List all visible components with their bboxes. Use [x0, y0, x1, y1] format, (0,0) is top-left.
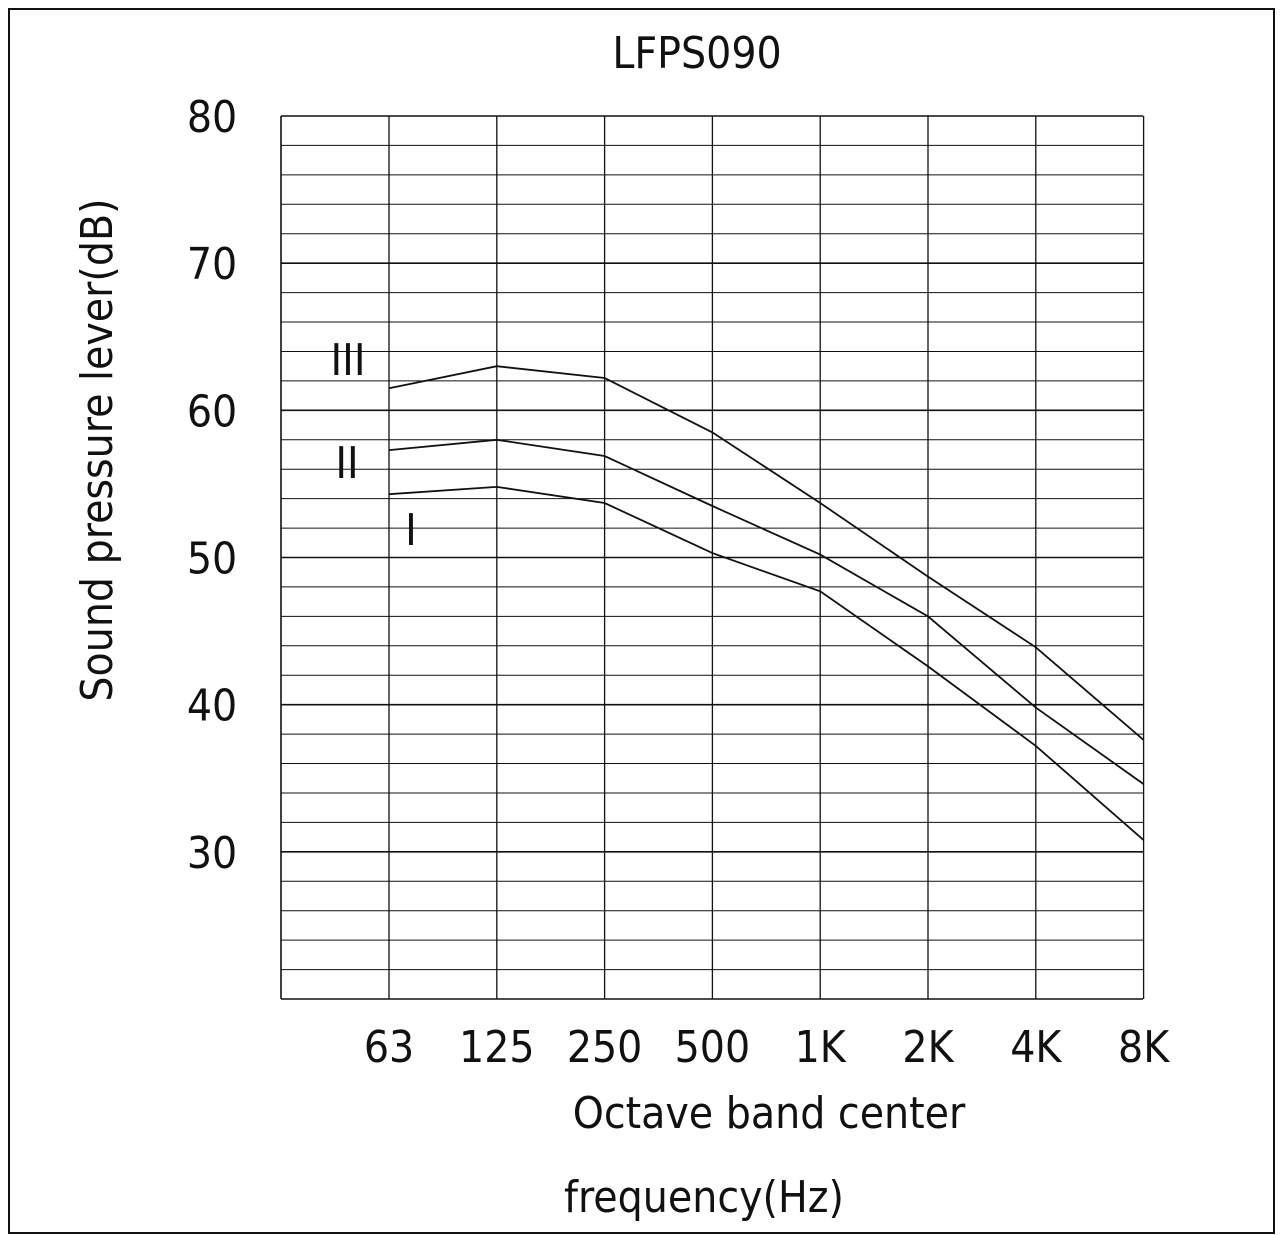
series-label-i: I — [405, 505, 417, 556]
x-tick-label: 125 — [459, 1022, 535, 1073]
y-tick-label: 80 — [187, 92, 237, 143]
y-tick-label: 30 — [187, 828, 237, 879]
x-axis-label-line2: frequency(Hz) — [564, 1172, 844, 1223]
x-tick-label: 63 — [364, 1022, 414, 1073]
y-tick-label: 70 — [187, 239, 237, 290]
y-tick-label: 40 — [187, 681, 237, 732]
y-axis-label: Sound pressure lever(dB) — [72, 198, 123, 701]
x-tick-label: 4K — [1010, 1022, 1062, 1073]
figure-border — [8, 8, 1275, 1234]
axis-ticks: 80 70 60 50 40 30 63 125 250 500 1K 2K 4K 8K — [187, 92, 1170, 1073]
series-line-i — [388, 485, 1145, 841]
series-line-ii — [388, 438, 1145, 785]
x-axis-label-line1: Octave band center — [573, 1088, 966, 1139]
plot-grid — [280, 115, 1145, 1000]
x-tick-label: 1K — [795, 1022, 847, 1073]
series-line-iii — [388, 365, 1145, 741]
chart-title: LFPS090 — [612, 28, 781, 79]
x-tick-label: 8K — [1118, 1022, 1170, 1073]
y-tick-label: 60 — [187, 386, 237, 437]
x-tick-label: 250 — [567, 1022, 643, 1073]
x-tick-label: 500 — [675, 1022, 751, 1073]
y-tick-label: 50 — [187, 534, 237, 585]
series-lines — [388, 365, 1145, 841]
x-tick-label: 2K — [902, 1022, 954, 1073]
series-label-iii: III — [331, 335, 366, 386]
series-label-ii: II — [335, 438, 358, 489]
